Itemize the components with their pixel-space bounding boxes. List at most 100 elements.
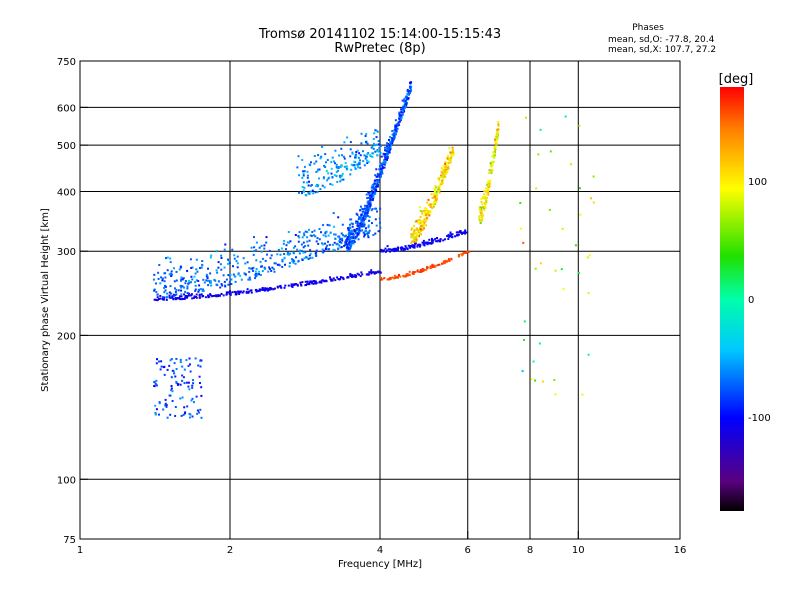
- data-point: [331, 243, 334, 246]
- data-point: [350, 233, 353, 236]
- data-point: [331, 156, 334, 159]
- data-point: [219, 263, 222, 266]
- data-point: [197, 364, 200, 367]
- data-point: [191, 297, 194, 300]
- data-point: [215, 269, 218, 272]
- data-point: [464, 251, 467, 254]
- data-point: [164, 276, 167, 279]
- data-point: [379, 271, 382, 274]
- data-point: [198, 296, 201, 299]
- data-point: [183, 368, 186, 371]
- data-point: [174, 287, 176, 290]
- data-point: [351, 222, 354, 225]
- data-point: [408, 273, 411, 276]
- data-point: [357, 164, 359, 167]
- data-point: [355, 229, 358, 232]
- data-point: [289, 252, 292, 255]
- data-point: [249, 289, 252, 292]
- data-point: [402, 274, 405, 277]
- data-point: [367, 236, 370, 239]
- data-point: [397, 124, 400, 127]
- data-point: [299, 281, 302, 284]
- data-point: [561, 227, 564, 230]
- data-point: [315, 185, 318, 187]
- data-point: [339, 241, 342, 243]
- data-point: [169, 295, 172, 298]
- data-point: [421, 241, 424, 244]
- data-point: [445, 170, 448, 173]
- data-point: [317, 168, 320, 171]
- data-point: [490, 164, 493, 166]
- data-point: [346, 237, 349, 240]
- data-point: [446, 167, 449, 170]
- data-point: [348, 240, 351, 243]
- data-point: [372, 271, 375, 274]
- data-point: [419, 222, 422, 225]
- data-point: [360, 132, 363, 135]
- data-point: [438, 188, 441, 191]
- data-point: [183, 293, 186, 296]
- data-point: [395, 130, 398, 133]
- data-point: [369, 203, 372, 206]
- data-point: [588, 254, 591, 257]
- data-point: [451, 233, 454, 236]
- data-point: [312, 192, 315, 195]
- data-point: [200, 394, 203, 397]
- data-point: [188, 281, 191, 284]
- data-point: [166, 269, 169, 272]
- data-point: [208, 295, 211, 298]
- data-point: [416, 235, 419, 238]
- data-point: [534, 379, 537, 382]
- data-point: [159, 282, 162, 285]
- data-point: [246, 288, 249, 291]
- data-point: [321, 184, 324, 187]
- data-point: [335, 175, 338, 178]
- data-point: [448, 157, 451, 160]
- data-point: [255, 259, 258, 262]
- data-point: [369, 154, 372, 157]
- data-point: [160, 276, 163, 279]
- data-point: [415, 237, 418, 240]
- data-point: [554, 393, 557, 396]
- data-point: [356, 149, 359, 152]
- data-point: [371, 155, 374, 158]
- data-point: [302, 241, 305, 244]
- data-point: [434, 203, 436, 206]
- data-point: [496, 129, 499, 131]
- data-point: [521, 370, 524, 373]
- data-point: [302, 170, 305, 173]
- colorbar-tick-label: 0: [748, 295, 754, 306]
- data-point: [398, 113, 401, 116]
- data-point: [204, 296, 207, 299]
- data-point: [313, 234, 315, 237]
- data-point: [174, 294, 176, 297]
- data-point: [374, 218, 377, 221]
- data-point: [356, 213, 359, 216]
- data-point: [366, 204, 369, 207]
- chart-title: Tromsø 20141102 15:14:00-15:15:43: [258, 27, 501, 42]
- data-point: [346, 136, 349, 139]
- data-point: [384, 250, 387, 253]
- data-point: [274, 262, 277, 265]
- data-point: [228, 281, 231, 284]
- data-point: [328, 243, 331, 246]
- data-point: [272, 268, 275, 271]
- data-point: [237, 290, 240, 293]
- data-point: [170, 376, 173, 379]
- data-point: [375, 168, 378, 171]
- data-point: [191, 266, 194, 269]
- data-point: [465, 250, 468, 253]
- data-point: [369, 194, 372, 197]
- y-tick-label: 750: [57, 57, 76, 68]
- data-point: [345, 239, 348, 242]
- data-point: [314, 235, 317, 238]
- data-point: [431, 241, 434, 244]
- data-point: [362, 231, 365, 234]
- data-point: [188, 357, 191, 360]
- data-point: [173, 372, 176, 375]
- data-point: [355, 274, 358, 277]
- data-point: [368, 229, 371, 232]
- data-point: [195, 268, 198, 271]
- data-point: [168, 291, 171, 294]
